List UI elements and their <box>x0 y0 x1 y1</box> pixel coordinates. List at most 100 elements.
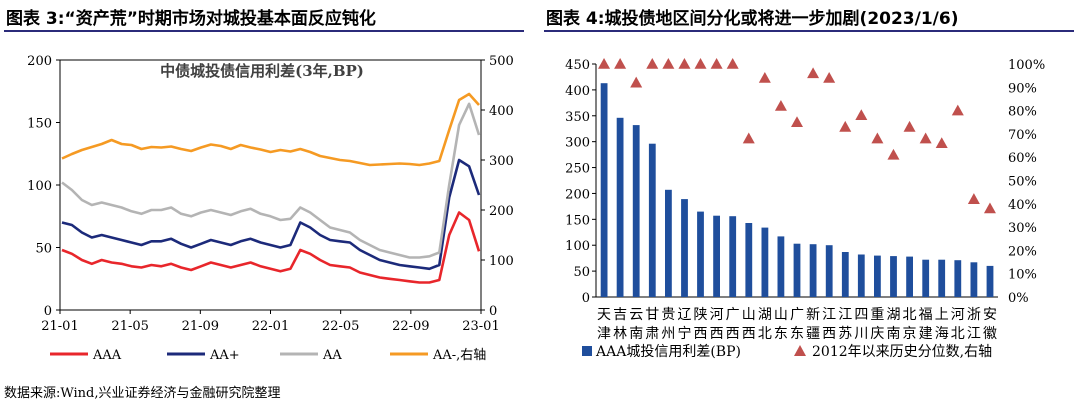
percentile-marker-10 <box>742 132 755 144</box>
category-label-top: 天 <box>597 307 611 323</box>
left-plot-frame <box>59 59 482 311</box>
bar-24 <box>970 262 978 297</box>
bar-22 <box>938 259 946 297</box>
category-label-top: 云 <box>629 307 643 323</box>
category-label-bottom: 东 <box>774 326 788 342</box>
series-line-aa+ <box>61 158 481 271</box>
legend-label: AAA城投信用利差(BP) <box>595 344 741 360</box>
percentile-marker-6 <box>678 58 691 69</box>
legend-label: AA <box>322 348 342 363</box>
category-label-bottom: 京 <box>903 326 917 342</box>
category-label-bottom: 林 <box>613 326 627 342</box>
category-label-bottom: 川 <box>854 326 868 342</box>
category-label-top: 新 <box>806 307 820 323</box>
left-y-tick-label: 50 <box>573 265 590 280</box>
bar-17 <box>857 254 865 297</box>
percentile-marker-15 <box>823 71 836 83</box>
left-chart-title: 中债城投债信用利差(3年,BP) <box>160 62 364 80</box>
category-label-top: 辽 <box>677 307 691 323</box>
category-label-top: 北 <box>903 307 917 323</box>
bar-15 <box>825 245 833 297</box>
series-line-aa <box>61 102 481 259</box>
legend-label: AA+ <box>209 348 240 363</box>
x-tick-label: 22-09 <box>392 319 429 334</box>
bar-7 <box>697 211 704 297</box>
category-label-bottom: 建 <box>919 326 933 342</box>
percentile-marker-8 <box>710 58 723 69</box>
source-footnote: 数据来源:Wind,兴业证券经济与金融研究院整理 <box>4 386 281 401</box>
category-label-top: 河 <box>951 307 965 323</box>
left-y-tick-label: 0 <box>44 304 52 319</box>
right-y-tick-label: 80% <box>1008 105 1037 120</box>
bar-11 <box>761 227 769 297</box>
percentile-marker-25 <box>983 202 996 214</box>
percentile-marker-11 <box>758 71 771 83</box>
right-figure-title: 图表 4:城投债地区间分化或将进一步加剧(2023/1/6) <box>546 9 959 29</box>
percentile-marker-1 <box>598 58 611 69</box>
right-y-tick-label: 500 <box>489 54 514 69</box>
percentile-marker-2 <box>614 58 627 69</box>
category-label-top: 广 <box>726 307 740 323</box>
category-label-bottom: 南 <box>629 326 643 342</box>
percentile-marker-14 <box>807 67 820 79</box>
right-y-tick-label: 200 <box>489 204 514 219</box>
category-label-top: 江 <box>822 307 836 323</box>
right-y-tick-label: 50% <box>1008 175 1037 190</box>
category-label-bottom: 西 <box>822 326 836 342</box>
percentile-marker-5 <box>662 58 675 69</box>
bar-9 <box>729 216 737 297</box>
percentile-marker-18 <box>871 132 884 144</box>
left-figure-title: 图表 3:“资产荒”时期市场对城投基本面反应钝化 <box>6 9 376 29</box>
percentile-marker-24 <box>967 193 980 204</box>
legend-label: AA-,右轴 <box>432 348 486 363</box>
category-label-top: 四 <box>854 307 868 323</box>
category-label-bottom: 北 <box>758 326 772 342</box>
percentile-marker-4 <box>646 58 659 69</box>
bar-19 <box>890 256 897 297</box>
bar-8 <box>713 215 720 297</box>
category-label-bottom: 江 <box>967 326 981 342</box>
left-y-tick-label: 100 <box>27 179 52 194</box>
percentile-marker-7 <box>694 58 707 69</box>
percentile-marker-9 <box>726 58 739 69</box>
left-y-tick-label: 200 <box>565 187 590 202</box>
category-label-top: 山 <box>742 307 756 323</box>
left-y-tick-label: 150 <box>565 213 590 228</box>
percentile-marker-22 <box>935 137 948 149</box>
right-y-tick-label: 20% <box>1008 244 1037 259</box>
percentile-marker-19 <box>887 148 900 160</box>
left-y-tick-label: 150 <box>27 117 52 132</box>
category-label-top: 贵 <box>661 307 675 323</box>
series-line-aa- <box>61 92 480 167</box>
left-title-rule <box>4 30 524 32</box>
percentile-marker-13 <box>791 116 803 128</box>
bar-14 <box>809 244 817 297</box>
x-tick-label: 22-01 <box>252 319 289 334</box>
legend-label: AAA <box>92 348 122 363</box>
x-tick-label: 23-01 <box>462 319 499 334</box>
bar-5 <box>665 189 672 297</box>
bar-4 <box>648 143 656 297</box>
left-y-tick-label: 250 <box>565 162 590 177</box>
bar-1 <box>600 83 608 297</box>
category-label-bottom: 东 <box>790 326 804 342</box>
left-y-tick-label: 50 <box>35 242 52 257</box>
series-line-aaa <box>61 211 481 284</box>
x-tick-label: 21-09 <box>182 319 219 334</box>
left-line-chart: 中债城投债信用利差(3年,BP) 0 50 100 150 200 0 100 200 300 4… <box>27 54 514 363</box>
category-label-top: 浙 <box>967 307 981 323</box>
right-y-tick-label: 60% <box>1008 151 1037 166</box>
category-label-bottom: 北 <box>951 326 965 342</box>
bar-13 <box>793 243 801 297</box>
x-tick-label: 22-05 <box>322 319 359 334</box>
right-y-tick-label: 40% <box>1008 198 1037 213</box>
category-label-bottom: 海 <box>935 326 949 342</box>
right-title-rule <box>544 30 1074 32</box>
category-label-top: 重 <box>870 307 884 323</box>
right-y-tick-label: 300 <box>489 154 514 169</box>
category-label-bottom: 肃 <box>645 326 659 342</box>
bar-2 <box>616 117 624 297</box>
percentile-marker-17 <box>855 109 868 121</box>
right-y-tick-label: 100 <box>489 254 514 269</box>
category-label-bottom: 西 <box>694 326 708 342</box>
